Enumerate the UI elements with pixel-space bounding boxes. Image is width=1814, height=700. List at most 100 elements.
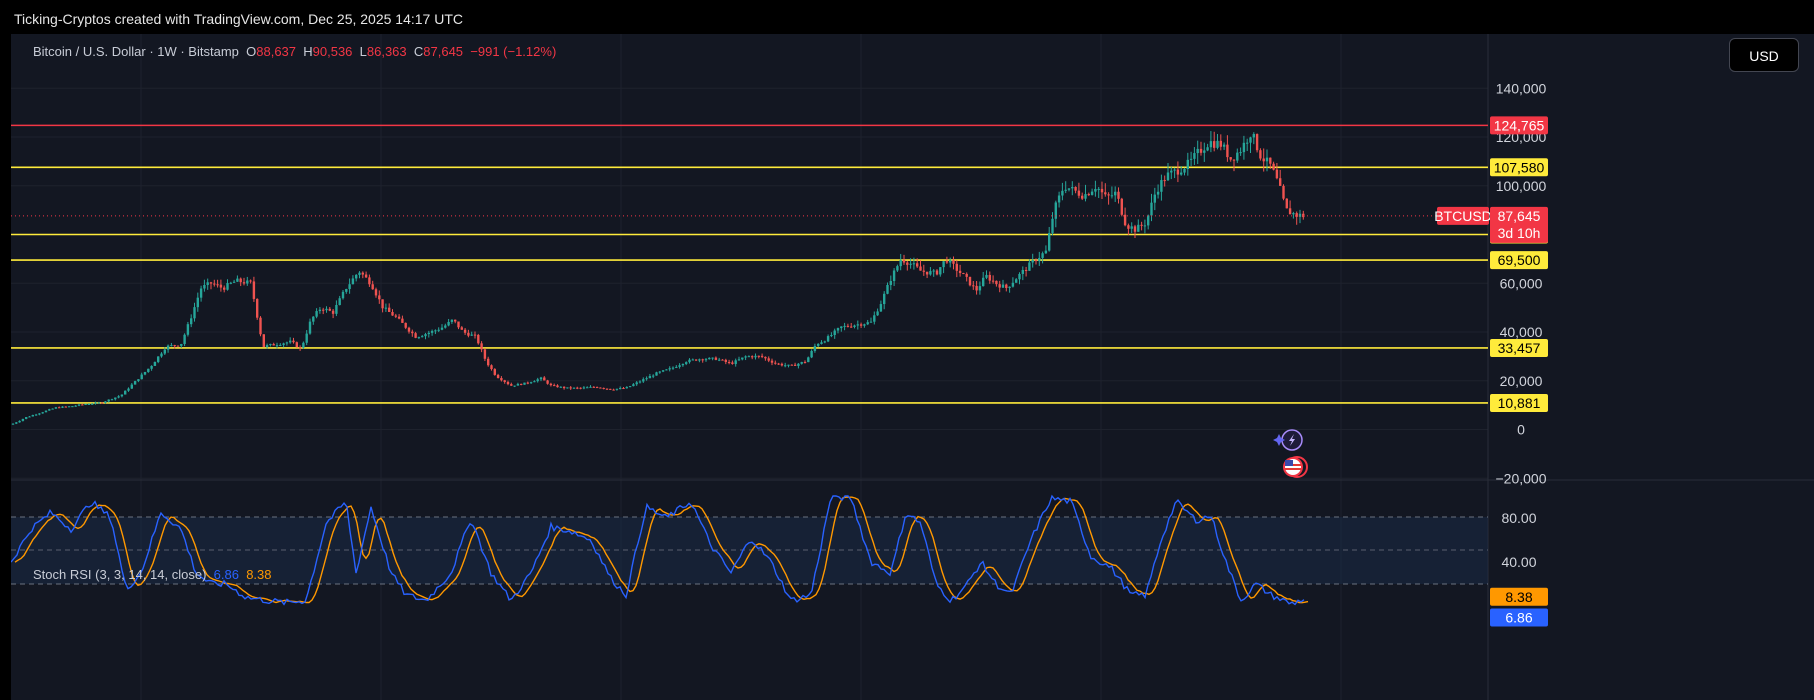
candle-body (1275, 169, 1279, 179)
candle-body (1255, 134, 1259, 151)
candle-body (526, 382, 529, 384)
price-chart-svg[interactable]: 140,000120,000100,00060,00040,00020,0000… (11, 34, 1814, 700)
candle-body (727, 361, 731, 363)
last-symbol-label: BTCUSD (1434, 208, 1492, 224)
candle-body (612, 389, 615, 391)
candle-body (879, 304, 883, 312)
candle-body (285, 342, 289, 344)
candle-body (153, 361, 157, 366)
candle-body (298, 347, 302, 349)
candle-body (807, 357, 810, 363)
candle-body (830, 335, 833, 337)
candle-body (457, 321, 460, 328)
lightning-icon[interactable] (1273, 429, 1303, 451)
candle-body (529, 382, 533, 384)
candle-body (1272, 163, 1275, 170)
candle-body (671, 367, 675, 369)
candle-body (246, 280, 249, 284)
candle-body (889, 281, 892, 285)
candle-body (1048, 233, 1051, 251)
candle-body (665, 369, 668, 371)
candle-body (741, 357, 744, 360)
candle-body (1239, 152, 1242, 154)
candle-body (335, 304, 338, 314)
stoch-k-value: 6.86 (213, 567, 239, 582)
last-price-label: 87,645 (1498, 208, 1541, 224)
candle-body (358, 272, 361, 275)
candle-body (61, 406, 64, 408)
candle-body (318, 309, 322, 312)
stoch-axis[interactable]: 80.00 40.00 8.38 6.86 (1490, 510, 1548, 627)
chart-panel[interactable]: 140,000 120,000 100,000 60,000 40,000 20,000 0… (11, 34, 1814, 700)
candle-body (846, 325, 850, 327)
candle-body (688, 359, 691, 363)
stoch-k-tag (1490, 608, 1548, 627)
candle-body (374, 289, 378, 296)
candle-body (94, 402, 97, 404)
candle-body (190, 318, 193, 325)
candle-body (487, 358, 490, 366)
candle-body (1100, 188, 1104, 193)
candle-body (1213, 141, 1216, 148)
candle-body (1183, 168, 1186, 173)
candle-body (137, 379, 140, 382)
candle-body (434, 330, 437, 332)
candle-body (523, 382, 526, 385)
candle-body (209, 282, 213, 284)
currency-button[interactable]: USD (1729, 38, 1799, 72)
candle-body (817, 343, 820, 346)
horizontal-levels[interactable] (11, 124, 1488, 404)
candle-body (949, 260, 952, 263)
candle-body (823, 341, 826, 343)
candle-body (269, 344, 272, 346)
candle-body (1236, 152, 1239, 161)
candle-body (1176, 169, 1180, 175)
candle-body (1153, 194, 1156, 203)
candle-body (810, 350, 813, 358)
candle-body (279, 344, 282, 346)
candle-body (11, 423, 15, 425)
candle-body (622, 388, 625, 390)
stoch-tick-label: 80.00 (1501, 510, 1536, 526)
candle-body (28, 416, 31, 418)
candle-body (1090, 191, 1094, 195)
candle-body (1186, 159, 1189, 169)
candle-body (1282, 185, 1285, 199)
candle-body (513, 385, 516, 387)
candle-body (440, 327, 444, 330)
candle-body (803, 362, 807, 364)
candle-body (226, 283, 229, 290)
us-flag-icon[interactable] (1283, 456, 1308, 478)
candle-body (1203, 150, 1206, 153)
candle-body (972, 285, 975, 287)
candle-body (1081, 195, 1084, 199)
candle-body (714, 357, 718, 360)
candle-body (1249, 137, 1252, 143)
candle-body (859, 324, 863, 326)
stoch-d-line (14, 496, 1309, 604)
candle-body (477, 334, 480, 344)
price-axis[interactable]: 140,000120,000100,00060,00040,00020,0000… (1496, 80, 1547, 486)
candle-body (836, 328, 840, 331)
candle-body (312, 316, 315, 322)
price-tick-label: 40,000 (1500, 324, 1543, 340)
candle-body (414, 333, 417, 338)
candle-body (896, 266, 899, 271)
candle-body (645, 378, 648, 380)
stoch-legend[interactable]: Stoch RSI (3, 3, 14, 14, close) 6.86 8.3… (33, 567, 272, 582)
candle-body (628, 386, 632, 388)
open-value: 88,637 (256, 44, 297, 59)
candle-body (632, 384, 635, 387)
candle-body (450, 319, 454, 322)
candle-body (559, 386, 562, 388)
candle-body (1232, 159, 1236, 161)
candle-body (421, 336, 424, 338)
level-tag (1490, 251, 1548, 270)
price-tick-label: −20,000 (1496, 470, 1547, 486)
candle-body (543, 377, 546, 381)
candle-body (503, 380, 506, 382)
symbol-legend[interactable]: Bitcoin / U.S. Dollar · 1W · Bitstamp O8… (33, 44, 556, 59)
candle-body (958, 270, 962, 274)
candle-body (569, 387, 572, 389)
candle-body (381, 299, 384, 309)
